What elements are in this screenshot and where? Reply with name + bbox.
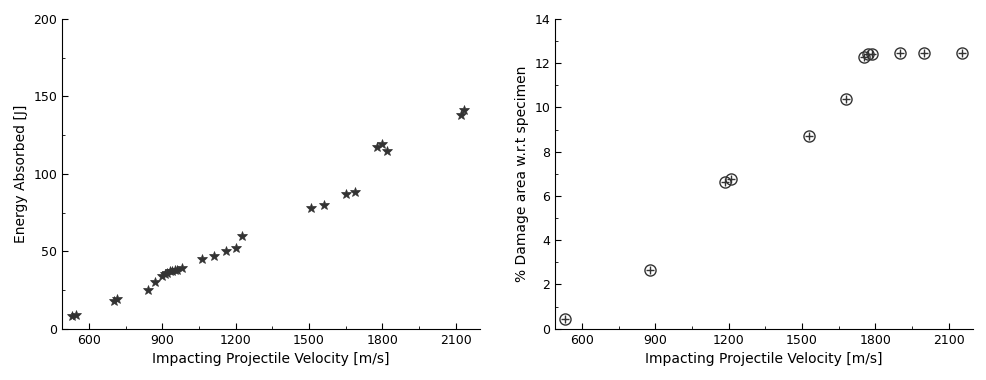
X-axis label: Impacting Projectile Velocity [m/s]: Impacting Projectile Velocity [m/s]: [152, 352, 389, 366]
Y-axis label: Energy Absorbed [J]: Energy Absorbed [J]: [14, 105, 28, 243]
X-axis label: Impacting Projectile Velocity [m/s]: Impacting Projectile Velocity [m/s]: [645, 352, 882, 366]
Y-axis label: % Damage area w.r.t specimen: % Damage area w.r.t specimen: [515, 66, 528, 282]
